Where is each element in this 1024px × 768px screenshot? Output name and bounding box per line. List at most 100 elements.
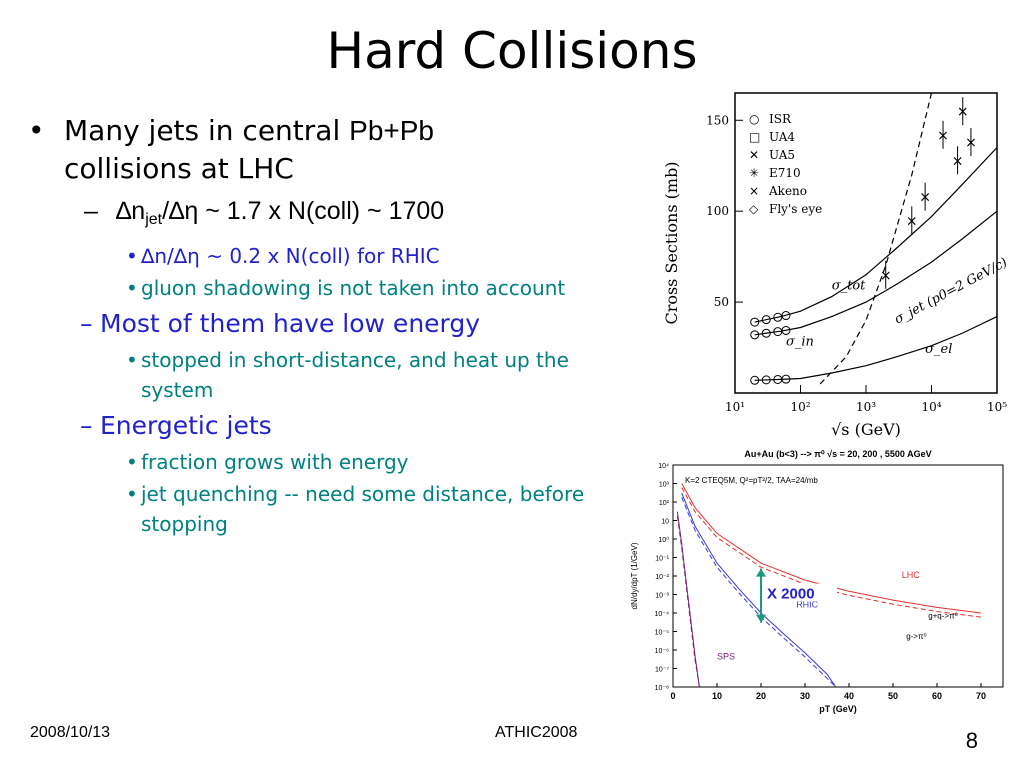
curve-label: σ_jet (p0=2 GeV/c)	[892, 255, 1010, 327]
dash-marker: –	[80, 309, 93, 338]
x-tick-label: 10⁴	[921, 400, 941, 414]
bullet-text: fraction grows with energy	[141, 450, 409, 474]
x-axis-label: √s (GeV)	[831, 420, 901, 439]
curve-label: σ_in	[786, 335, 814, 350]
legend-entry: UA5	[769, 148, 795, 162]
y-tick-label: 10⁻⁷	[655, 667, 669, 674]
x-tick-label: 30	[800, 691, 810, 701]
curve-label: σ_el	[925, 342, 952, 357]
x-tick-label: 10¹	[725, 400, 745, 414]
x-tick-label: 60	[932, 691, 942, 701]
chart-annotation: K=2 CTEQ5M, Q²=pT²/2, TAA=24/mb	[685, 476, 818, 485]
x-tick-label: 50	[888, 691, 898, 701]
data-point	[750, 317, 760, 327]
x-tick-label: 10²	[790, 400, 810, 414]
data-point	[750, 330, 760, 340]
footer-date: 2008/10/13	[30, 724, 111, 741]
y-tick-label: 10²	[659, 500, 670, 507]
x-tick-label: 70	[976, 691, 986, 701]
arrow-label-bg	[765, 583, 837, 602]
bullet-text: Most of them have low energy	[100, 309, 481, 338]
bullet-text-tail: Pb+Pb	[349, 115, 434, 146]
data-point	[761, 375, 771, 385]
curve-jet	[819, 92, 933, 385]
x-tick-label: 0	[670, 691, 675, 701]
legend-symbol: ◇	[749, 202, 759, 216]
y-tick-label: 10⁻⁸	[655, 685, 669, 692]
sub-bullet-item: – Energetic jets	[28, 409, 598, 443]
sub-sub-bullet-item: • fraction grows with energy	[28, 447, 598, 477]
y-tick-label: 10	[661, 519, 669, 526]
data-point	[781, 374, 791, 384]
curve-sps-dashed	[676, 515, 700, 688]
bullet-text: stopped in short-distance, and heat up t…	[141, 348, 569, 402]
sub-bullet-item: – Most of them have low energy	[28, 307, 598, 341]
bullet-dot: •	[126, 276, 138, 300]
curve-label: σ_tot	[832, 278, 866, 293]
bullet-dot: •	[126, 450, 138, 474]
pion-spectrum-chart: Au+Au (b<3) --> π⁰ √s = 20, 200 , 5500 A…	[630, 449, 1004, 714]
bullet-text: gluon shadowing is not taken into accoun…	[141, 276, 566, 300]
y-axis-label: Cross Sections (mb)	[662, 161, 681, 324]
bullet-text: jet quenching -- need some distance, bef…	[141, 482, 585, 536]
y-tick-label: 100	[706, 204, 729, 218]
bullet-dot: •	[28, 114, 45, 147]
y-tick-label: 10⁻¹	[655, 556, 669, 563]
series-label: SPS	[717, 652, 735, 662]
sub-sub-bullet-item: • gluon shadowing is not taken into acco…	[28, 273, 598, 303]
delta-n: ∆n	[116, 197, 146, 225]
page-number: 8	[965, 728, 978, 753]
sub-sub-bullet-item: • jet quenching -- need some distance, b…	[28, 479, 598, 539]
legend-entry: ISR	[769, 112, 792, 126]
y-tick-label: 10⁻³	[655, 593, 669, 600]
chart-title: Au+Au (b<3) --> π⁰ √s = 20, 200 , 5500 A…	[744, 449, 931, 459]
legend-entry: UA4	[769, 130, 795, 144]
curve-in	[754, 210, 998, 336]
y-tick-label: 10⁰	[658, 536, 669, 544]
x-tick-label: 10⁵	[987, 400, 1007, 414]
subscript-jet: jet	[145, 211, 163, 228]
legend-symbol: ✕	[749, 148, 759, 162]
rhic-formula: ∆n/∆η ~ 0.2 x N(coll) for RHIC	[141, 244, 440, 268]
arrow-head-down	[756, 614, 766, 623]
series-label: g+q->π⁰	[928, 612, 958, 621]
legend-entry: Fly's eye	[769, 202, 822, 216]
bullet-text: Many jets in central	[64, 114, 350, 147]
y-tick-label: 10⁻⁵	[655, 630, 669, 637]
y-tick-label: 10⁴	[658, 463, 669, 470]
y-tick-label: 10⁻⁴	[655, 611, 670, 618]
x-axis-label: pT (GeV)	[819, 704, 857, 714]
data-point	[761, 315, 771, 325]
legend-symbol: ✳	[749, 166, 759, 180]
sub-sub-bullet-item: • ∆n/∆η ~ 0.2 x N(coll) for RHIC	[28, 241, 598, 271]
sub-bullet-item: – ∆njet/∆η ~ 1.7 x N(coll) ~ 1700	[28, 194, 598, 237]
y-tick-label: 50	[714, 295, 729, 309]
y-tick-label: 150	[706, 113, 729, 127]
legend-entry: E710	[769, 166, 801, 180]
curve-tot	[754, 147, 998, 323]
bullet-dot: •	[126, 482, 138, 506]
cross-section-chart: 10¹ 10² 10³ 10⁴ 10⁵ 50 100 150 √s (GeV) Cross Sec…	[662, 92, 1010, 439]
legend-entry: Akeno	[768, 184, 807, 198]
x-tick-label: 10³	[856, 400, 876, 414]
bullet-item: • Many jets in central Pb+Pb collisions …	[28, 112, 598, 188]
series-label: RHIC	[796, 599, 818, 609]
legend-symbol: ○	[749, 112, 759, 126]
dash-marker: –	[80, 411, 93, 440]
y-tick-label: 10⁻⁶	[655, 648, 669, 655]
x-tick-label: 10	[712, 691, 722, 701]
legend-symbol: ×	[749, 184, 759, 198]
y-axis-label: dN/dy/dpT (1/GeV)	[630, 542, 639, 609]
bullet-text-line2: collisions at LHC	[64, 152, 294, 185]
data-point	[773, 312, 783, 322]
y-tick-label: 10⁻²	[655, 574, 669, 581]
legend-symbol: □	[749, 130, 760, 144]
bullet-text: Energetic jets	[100, 411, 272, 440]
arrow-label: X 2000	[767, 586, 815, 603]
delta-eta-formula: /∆η ~ 1.7 x N(coll) ~ 1700	[162, 197, 445, 225]
curve-sps	[676, 511, 700, 688]
curve-lhc	[681, 483, 982, 614]
slide-title: Hard Collisions	[326, 22, 698, 80]
data-point	[781, 325, 791, 335]
series-label: g->π⁰	[906, 632, 927, 641]
